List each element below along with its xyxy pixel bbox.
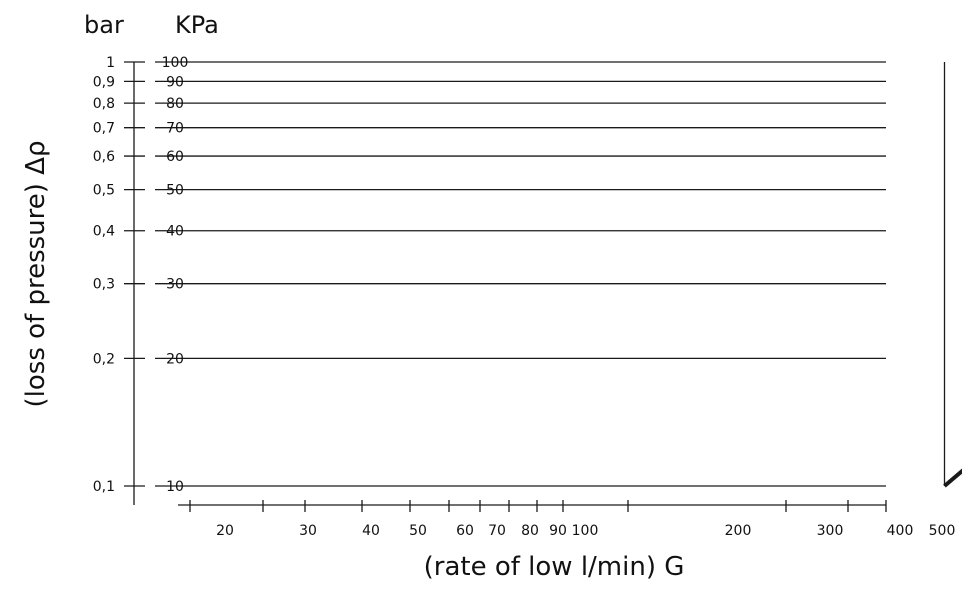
y-tick-label-kpa-100: 100 (162, 55, 189, 71)
x-tick-label-200: 200 (725, 523, 752, 539)
series-lines: 3/4"1"1"1/41"1/2 (943, 468, 962, 488)
x-tick-label-20: 20 (216, 523, 234, 539)
x-tick-label-50: 50 (409, 523, 427, 539)
y-tick-label-kpa-20: 20 (166, 351, 184, 367)
x-tick-label-100: 100 (572, 523, 599, 539)
grid (124, 61, 946, 512)
y-tick-label-kpa-40: 40 (166, 224, 184, 240)
x-axis-label: (rate of low l/min) G (424, 552, 685, 582)
y-tick-label-bar-0-5: 0,5 (93, 183, 115, 199)
y-tick-label-bar-0-8: 0,8 (93, 96, 115, 112)
y-tick-label-bar-0-2: 0,2 (93, 351, 115, 367)
y-tick-label-bar-0-9: 0,9 (93, 74, 115, 90)
y-tick-label-kpa-70: 70 (166, 121, 184, 137)
y-tick-label-kpa-80: 80 (166, 96, 184, 112)
x-tick-label-30: 30 (299, 523, 317, 539)
x-tick-label-90: 90 (549, 523, 567, 539)
series-line-3-4in (943, 468, 962, 488)
x-tick-label-80: 80 (521, 523, 539, 539)
y-tick-label-kpa-30: 30 (166, 277, 184, 293)
y-tick-label-kpa-50: 50 (166, 183, 184, 199)
y-axis-label: (loss of pressure) Δρ (21, 141, 51, 408)
x-tick-label-400: 400 (887, 523, 914, 539)
right-axis-unit: KPa (175, 11, 219, 39)
x-tick-label-60: 60 (456, 523, 474, 539)
x-tick-label-70: 70 (488, 523, 506, 539)
y-tick-label-bar-0-6: 0,6 (93, 149, 115, 165)
y-tick-label-bar-0-4: 0,4 (93, 224, 115, 240)
left-axis-unit: bar (84, 11, 124, 39)
y-tick-label-kpa-60: 60 (166, 149, 184, 165)
labels: bar KPa (rate of low l/min) G (loss of p… (21, 11, 684, 582)
y-tick-label-bar-0-1: 0,1 (93, 479, 115, 495)
x-tick-label-500: 500 (929, 523, 956, 539)
y-tick-label-kpa-90: 90 (166, 74, 184, 90)
x-tick-label-300: 300 (817, 523, 844, 539)
y-tick-label-kpa-10: 10 (166, 479, 184, 495)
tick-labels: 20 30 40 50 60 70 80 90 100 200 300 400 500 0,1 0,2 0,3… (93, 55, 956, 539)
y-tick-label-bar-1: 1 (106, 55, 115, 71)
x-tick-label-40: 40 (362, 523, 380, 539)
y-tick-label-bar-0-7: 0,7 (93, 121, 115, 137)
y-tick-label-bar-0-3: 0,3 (93, 277, 115, 293)
